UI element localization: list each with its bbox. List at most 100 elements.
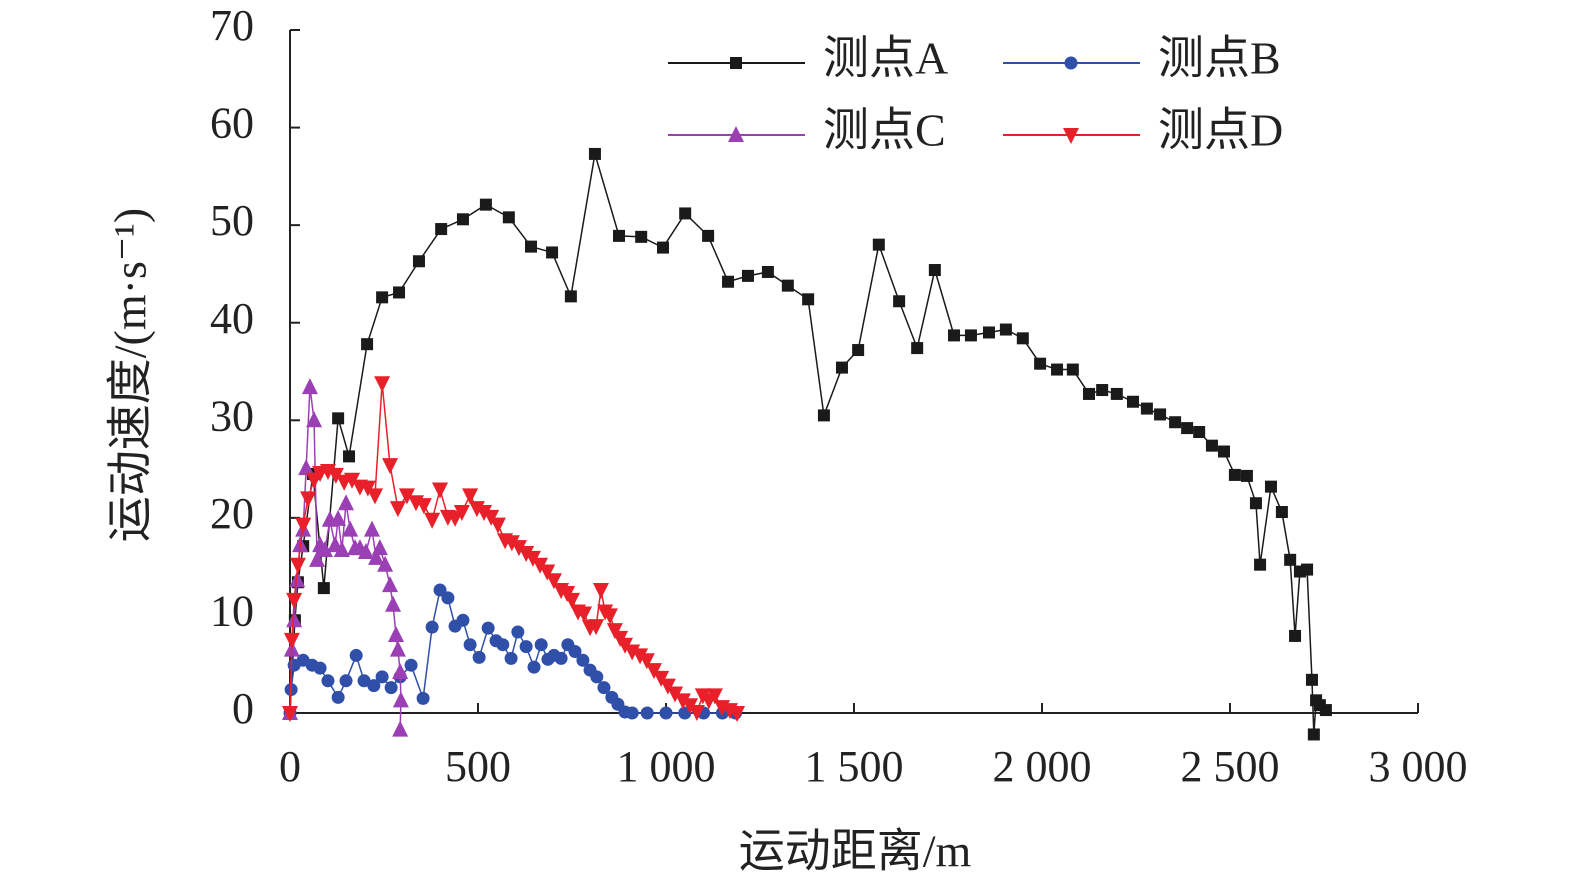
data-point <box>1319 704 1332 717</box>
data-point <box>588 147 601 160</box>
data-point <box>625 706 639 720</box>
data-point <box>481 621 495 635</box>
data-point <box>911 342 924 355</box>
legend-marker <box>1064 56 1078 70</box>
legend-label: 测点A <box>823 33 948 84</box>
data-point <box>667 686 684 703</box>
data-point <box>286 611 303 628</box>
data-point <box>327 467 344 484</box>
data-point <box>367 679 381 693</box>
data-point <box>344 472 361 489</box>
data-point <box>392 691 409 708</box>
data-point <box>554 651 568 665</box>
data-point <box>382 458 399 475</box>
legend-label: 测点B <box>1158 33 1281 84</box>
data-point <box>964 329 977 342</box>
data-point <box>338 494 355 511</box>
data-point <box>357 543 374 560</box>
data-point <box>309 550 326 567</box>
legend-marker <box>728 126 744 142</box>
data-point <box>893 295 906 308</box>
data-point <box>613 229 625 242</box>
data-point <box>722 275 735 288</box>
data-point <box>948 329 961 342</box>
data-point <box>368 548 385 565</box>
data-point <box>568 645 582 659</box>
data-point <box>371 539 388 556</box>
y-tick-label: 20 <box>210 489 254 538</box>
data-point <box>282 706 298 722</box>
data-point <box>638 653 655 670</box>
data-point <box>342 520 359 537</box>
data-point <box>1034 357 1047 370</box>
data-point <box>1301 563 1314 576</box>
data-point <box>635 230 648 243</box>
data-point <box>688 705 705 722</box>
x-tick-label: 500 <box>445 742 511 791</box>
data-point <box>1181 422 1194 435</box>
y-tick-label: 10 <box>210 587 254 636</box>
data-point <box>982 326 995 339</box>
data-point <box>463 638 477 652</box>
data-point <box>374 376 391 393</box>
data-point <box>333 541 350 558</box>
data-point <box>656 241 669 254</box>
data-point <box>1193 425 1206 438</box>
data-point <box>425 620 439 634</box>
data-point <box>545 573 562 590</box>
data-point <box>679 207 692 220</box>
data-point <box>576 606 593 623</box>
data-point <box>527 660 541 674</box>
x-tick-label: 0 <box>279 742 301 791</box>
x-tick-label: 1 500 <box>805 742 904 791</box>
data-point <box>377 555 394 572</box>
data-point <box>357 674 371 688</box>
y-tick-label: 60 <box>210 99 254 148</box>
data-point <box>632 648 649 665</box>
data-point <box>435 223 448 236</box>
data-point <box>674 693 691 710</box>
x-tick-label: 3 000 <box>1369 742 1468 791</box>
data-point <box>313 661 327 675</box>
data-point <box>1169 416 1182 429</box>
data-point <box>503 535 520 552</box>
data-point <box>1307 728 1320 741</box>
data-point <box>597 681 611 695</box>
data-point <box>433 583 447 597</box>
data-point <box>1284 553 1297 566</box>
data-point <box>1228 468 1241 481</box>
data-point <box>376 291 389 304</box>
data-point <box>852 344 865 357</box>
data-point <box>872 238 885 251</box>
y-tick-label: 70 <box>210 1 254 50</box>
data-point <box>330 509 347 526</box>
y-tick-label: 50 <box>210 196 254 245</box>
data-point <box>519 640 533 654</box>
data-point <box>393 286 406 299</box>
data-point <box>518 545 535 562</box>
data-point <box>384 681 398 695</box>
data-point <box>928 264 941 277</box>
data-point <box>525 240 538 253</box>
data-point <box>1205 439 1218 452</box>
data-point <box>392 663 409 680</box>
data-point <box>1240 469 1253 482</box>
data-point <box>349 648 363 662</box>
data-point <box>489 517 506 534</box>
data-point <box>592 583 609 600</box>
data-point <box>534 638 548 652</box>
y-tick-label: 0 <box>232 684 254 733</box>
data-point <box>416 691 430 705</box>
data-point <box>472 650 486 664</box>
data-point <box>339 674 353 688</box>
data-point <box>741 269 754 282</box>
data-point <box>1249 497 1262 510</box>
data-point <box>1264 480 1277 493</box>
x-tick-label: 2 000 <box>993 742 1092 791</box>
data-point <box>564 592 580 609</box>
data-point <box>283 632 300 649</box>
data-point <box>999 323 1012 336</box>
data-point <box>1066 363 1079 376</box>
x-axis-label: 运动距离/m <box>739 826 972 877</box>
